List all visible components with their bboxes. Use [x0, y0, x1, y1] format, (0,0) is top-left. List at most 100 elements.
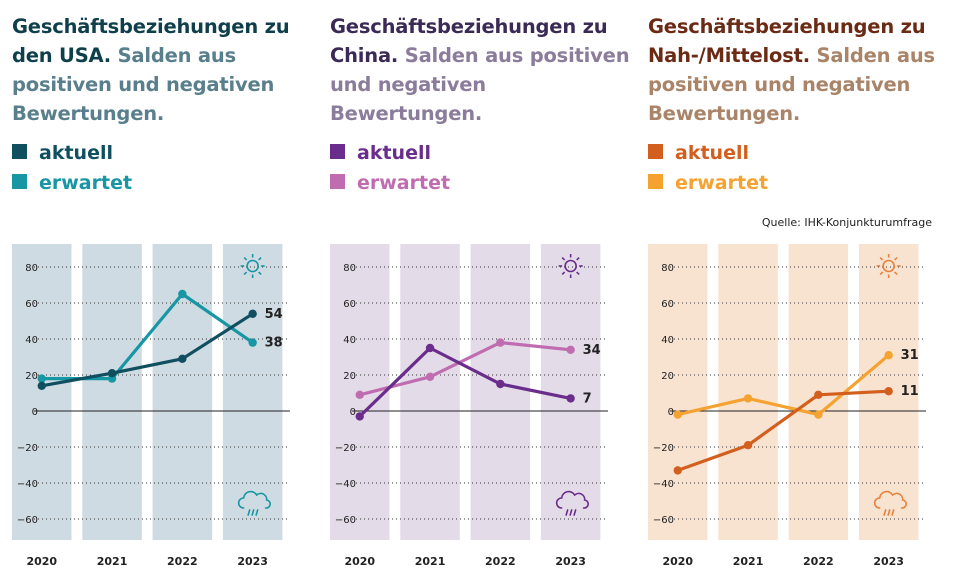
- data-point-expected: [178, 289, 187, 299]
- data-point-expected: [743, 394, 753, 403]
- legend-swatch-current: [12, 144, 27, 159]
- legend-expected: erwartet: [12, 172, 132, 194]
- data-point-current: [37, 381, 46, 390]
- year-band: [540, 244, 601, 540]
- rain-cloud-icon: [555, 490, 589, 516]
- data-point-expected: [248, 338, 257, 347]
- y-tick-label: 0: [32, 407, 38, 418]
- series-line-expected: [677, 353, 890, 417]
- data-point-expected: [884, 351, 893, 360]
- source-note: Quelle: IHK-Konjunkturumfrage: [761, 216, 932, 229]
- data-point-current: [566, 394, 575, 403]
- y-tick-label: 60: [343, 299, 356, 310]
- y-tick-label: 20: [343, 371, 356, 382]
- x-tick-label: 2023: [237, 555, 268, 568]
- legend-current: aktuell: [330, 142, 431, 164]
- data-point-expected: [425, 372, 435, 381]
- panel-title: Geschäftsbeziehungen zu China. Salden au…: [330, 12, 630, 128]
- x-tick-label: 2022: [803, 555, 834, 568]
- data-point-current: [248, 309, 257, 318]
- x-tick-label: 2023: [555, 555, 586, 568]
- y-tick-label: 60: [25, 299, 38, 310]
- year-band: [400, 244, 460, 540]
- line-chart: 80 60 40 20 0 −20 −40 −60 2020 2021 2022 2023 11 31: [648, 244, 926, 568]
- year-band: [82, 244, 142, 540]
- title-bold: Geschäftsbeziehungen zu Nah-/Mittelost.: [648, 15, 926, 67]
- legend-expected-label: erwartet: [675, 172, 769, 194]
- legend-swatch-expected: [330, 174, 345, 189]
- year-band: [718, 244, 778, 540]
- y-tick-label: 20: [661, 371, 674, 382]
- end-value-label: 31: [901, 348, 919, 363]
- panel-nahost: Geschäftsbeziehungen zu Nah-/Mittelost. …: [648, 0, 948, 580]
- y-tick-label: −20: [17, 443, 38, 454]
- data-point-current: [355, 412, 364, 421]
- panel-china: Geschäftsbeziehungen zu China. Salden au…: [330, 0, 630, 580]
- sun-icon: [240, 254, 265, 278]
- y-tick-label: 80: [661, 263, 674, 274]
- data-point-current: [107, 369, 117, 378]
- data-point-current: [743, 441, 753, 450]
- end-value-label: 7: [583, 391, 592, 406]
- title-subtitle: Salden aus positiven und negativen Bewer…: [12, 44, 275, 125]
- sun-icon: [876, 254, 901, 278]
- rain-cloud-icon: [237, 490, 271, 516]
- legend-swatch-expected: [648, 174, 663, 189]
- y-tick-label: −40: [653, 479, 674, 490]
- end-value-label: 38: [265, 336, 283, 351]
- legend-swatch-current: [648, 144, 663, 159]
- title-subtitle: Salden aus positiven und negativen Bewer…: [648, 44, 935, 125]
- x-tick-label: 2021: [97, 555, 128, 568]
- data-point-current: [178, 354, 187, 363]
- title-subtitle: Salden aus positiven und negativen Bewer…: [330, 44, 630, 125]
- data-point-expected: [814, 410, 823, 419]
- data-point-expected: [496, 338, 505, 347]
- data-point-current: [884, 387, 893, 396]
- y-tick-label: 40: [661, 335, 674, 346]
- panel-title: Geschäftsbeziehungen zu den USA. Salden …: [12, 12, 312, 128]
- year-band: [152, 244, 213, 540]
- y-tick-label: −40: [17, 479, 38, 490]
- legend-expected: erwartet: [330, 172, 450, 194]
- legend-expected-label: erwartet: [357, 172, 451, 194]
- y-tick-label: −20: [335, 443, 356, 454]
- legend-expected-label: erwartet: [39, 172, 133, 194]
- y-tick-label: 80: [343, 263, 356, 274]
- legend-current: aktuell: [648, 142, 749, 164]
- y-tick-label: 40: [25, 335, 38, 346]
- x-tick-label: 2021: [733, 555, 764, 568]
- y-tick-label: 20: [25, 371, 38, 382]
- panel-usa: Geschäftsbeziehungen zu den USA. Salden …: [12, 0, 312, 580]
- year-band: [12, 244, 72, 540]
- y-tick-label: −60: [17, 515, 38, 526]
- x-tick-label: 2022: [167, 555, 198, 568]
- y-tick-label: 80: [25, 263, 38, 274]
- year-band: [470, 244, 531, 540]
- y-tick-label: 60: [661, 299, 674, 310]
- y-tick-label: −40: [335, 479, 356, 490]
- data-point-expected: [566, 345, 575, 354]
- legend-current-label: aktuell: [675, 142, 749, 164]
- line-chart: 80 60 40 20 0 −20 −40 −60 2020 2021 2022 2023 54 38: [12, 244, 290, 568]
- legend-current-label: aktuell: [357, 142, 431, 164]
- series-line-current: [358, 346, 571, 418]
- data-point-expected: [37, 374, 46, 383]
- end-value-label: 54: [265, 307, 283, 322]
- x-tick-label: 2020: [26, 555, 57, 568]
- y-tick-label: −60: [653, 515, 674, 526]
- x-tick-label: 2023: [873, 555, 904, 568]
- end-value-label: 34: [583, 343, 601, 358]
- data-point-current: [673, 466, 682, 475]
- y-tick-label: 40: [343, 335, 356, 346]
- series-line-current: [677, 389, 889, 472]
- data-point-current: [814, 390, 823, 399]
- rain-cloud-icon: [873, 490, 907, 516]
- legend-expected: erwartet: [648, 172, 768, 194]
- legend-swatch-expected: [12, 174, 27, 189]
- title-bold: Geschäftsbeziehungen zu China.: [330, 15, 608, 67]
- data-point-expected: [355, 390, 364, 399]
- sun-icon: [558, 254, 583, 278]
- y-tick-label: 0: [350, 407, 356, 418]
- year-band: [222, 244, 283, 540]
- y-tick-label: −60: [335, 515, 356, 526]
